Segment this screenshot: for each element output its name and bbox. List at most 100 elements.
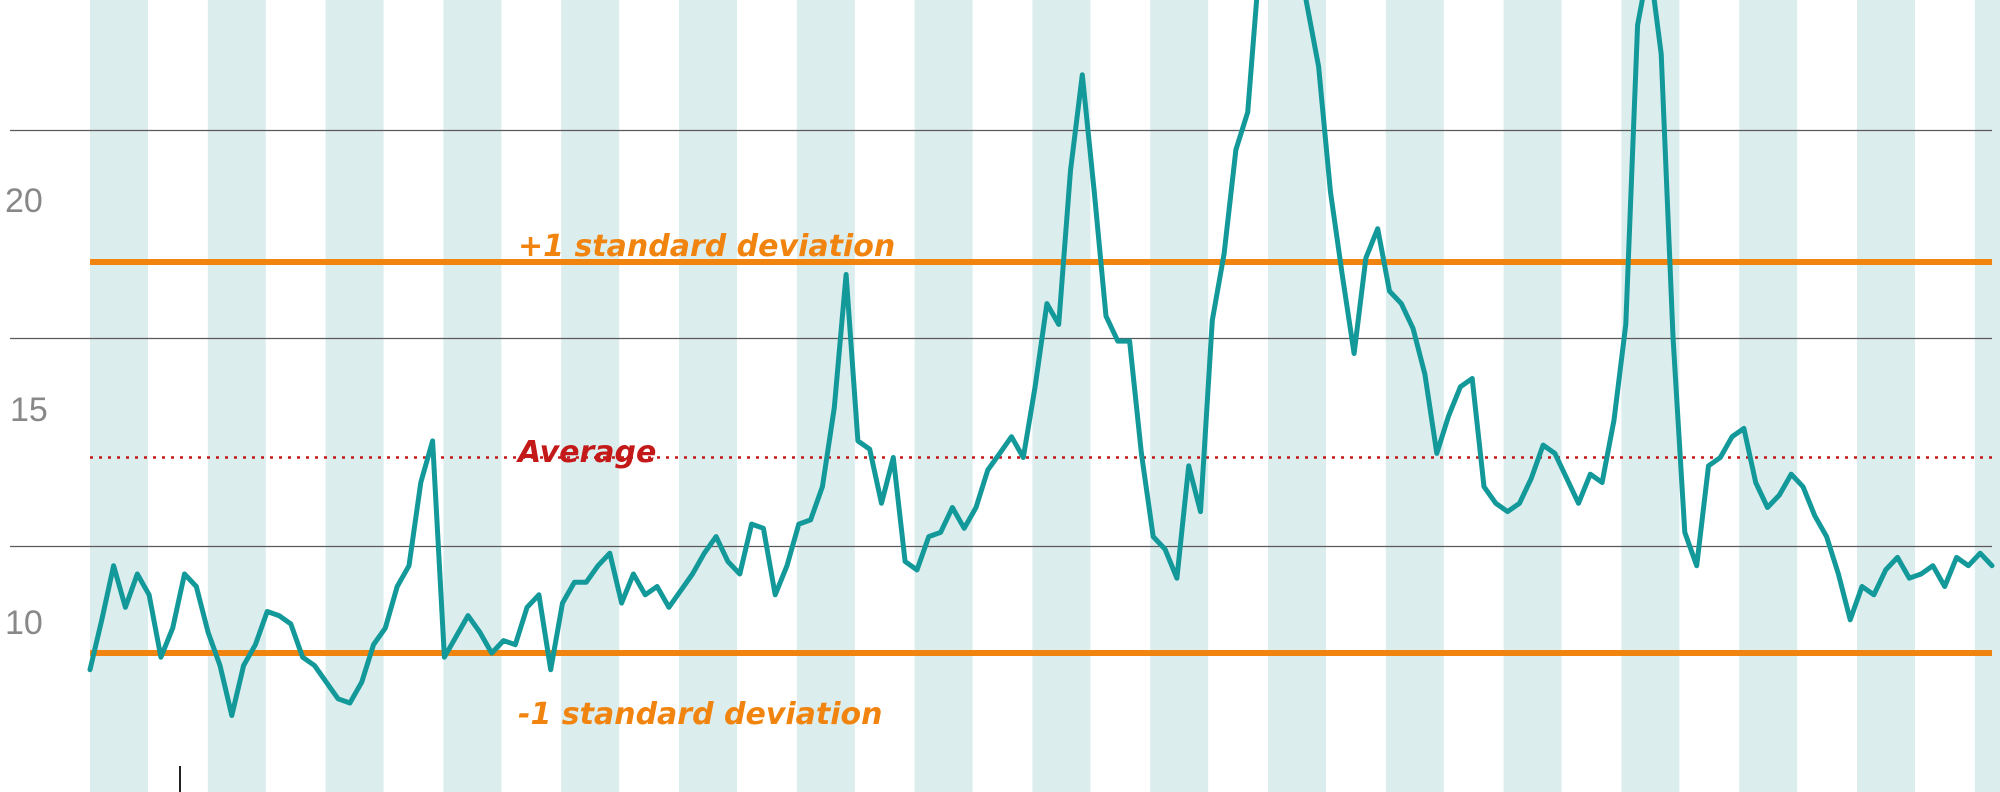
data-point xyxy=(229,713,234,718)
data-point xyxy=(1009,434,1014,439)
data-point xyxy=(430,438,435,444)
background-band xyxy=(1739,0,1798,792)
data-point xyxy=(796,521,801,527)
data-point xyxy=(1021,455,1026,460)
y-tick-label: 15 xyxy=(10,391,48,429)
data-point xyxy=(808,517,813,523)
data-point xyxy=(465,613,471,618)
data-point xyxy=(1552,451,1558,456)
data-point xyxy=(1080,72,1085,78)
data-point xyxy=(1470,376,1475,381)
data-point xyxy=(1694,563,1699,568)
data-point xyxy=(1304,1,1310,7)
data-point xyxy=(194,584,199,589)
data-point xyxy=(584,580,589,585)
data-point xyxy=(1328,189,1333,194)
data-point xyxy=(1127,338,1132,344)
data-point xyxy=(749,521,754,527)
data-point xyxy=(123,605,128,610)
data-point xyxy=(1493,501,1499,506)
data-point xyxy=(1458,384,1463,389)
data-point xyxy=(702,551,707,556)
data-point xyxy=(253,642,258,647)
data-point xyxy=(560,600,565,606)
data-point xyxy=(1966,563,1971,568)
minus-one-stdev-label: -1 standard deviation xyxy=(518,697,883,732)
data-point xyxy=(1387,288,1392,294)
data-point xyxy=(1812,513,1818,518)
data-point xyxy=(217,663,223,668)
data-point xyxy=(288,621,293,627)
data-point xyxy=(1446,413,1451,419)
data-point xyxy=(1162,546,1168,552)
data-point xyxy=(1848,617,1853,622)
data-point xyxy=(1599,480,1605,485)
data-point xyxy=(276,613,282,618)
data-point xyxy=(879,501,884,506)
data-point xyxy=(1789,472,1794,477)
data-point xyxy=(347,700,353,706)
background-band xyxy=(914,0,973,792)
data-point xyxy=(1942,584,1947,589)
background-band xyxy=(1385,0,1444,792)
data-point xyxy=(737,571,742,577)
data-point xyxy=(1115,338,1121,344)
data-point xyxy=(962,526,967,531)
data-point xyxy=(914,567,920,573)
data-point xyxy=(926,534,931,539)
data-point xyxy=(761,526,766,531)
data-point xyxy=(678,588,683,593)
data-point xyxy=(1611,417,1617,423)
data-point xyxy=(855,438,861,444)
data-point xyxy=(87,667,93,672)
data-point xyxy=(1978,551,1983,556)
data-point xyxy=(359,680,364,685)
data-point xyxy=(690,571,695,577)
data-point xyxy=(1729,434,1735,439)
data-point xyxy=(867,447,872,452)
background-band xyxy=(1032,0,1091,792)
data-point xyxy=(1399,301,1404,306)
background-band xyxy=(1621,0,1680,792)
series-line xyxy=(87,0,1995,718)
data-point xyxy=(1824,534,1829,539)
background-band xyxy=(1857,0,1915,792)
background-band xyxy=(207,0,266,792)
data-point xyxy=(324,680,329,685)
y-axis-ticks: 10 15 20 xyxy=(5,182,48,642)
data-point xyxy=(158,655,164,660)
y-tick-label: 20 xyxy=(5,182,43,220)
data-point xyxy=(1092,189,1097,194)
data-point xyxy=(1363,255,1369,261)
data-point xyxy=(820,484,825,489)
data-point xyxy=(501,638,506,643)
data-point xyxy=(1540,442,1546,448)
data-point xyxy=(1151,534,1156,539)
data-point xyxy=(666,605,672,610)
data-point xyxy=(1765,505,1770,510)
data-point xyxy=(513,642,518,647)
data-point xyxy=(383,625,388,631)
data-point xyxy=(1753,480,1758,485)
data-point xyxy=(300,655,305,660)
data-point xyxy=(442,655,447,660)
data-point xyxy=(406,563,412,568)
data-point xyxy=(1741,426,1747,431)
reference-lines xyxy=(90,259,1992,657)
data-point xyxy=(1883,567,1888,573)
data-point xyxy=(654,584,660,589)
data-point xyxy=(1682,530,1688,535)
data-point xyxy=(1517,501,1522,506)
data-point xyxy=(1670,334,1676,340)
data-point xyxy=(205,630,211,635)
data-point xyxy=(1245,110,1250,115)
data-point xyxy=(572,580,577,585)
background-band xyxy=(443,0,502,792)
gridlines xyxy=(10,129,1992,548)
data-point xyxy=(1139,451,1144,456)
data-point xyxy=(1871,592,1877,597)
data-point xyxy=(1410,326,1416,331)
data-point xyxy=(631,571,636,577)
data-point xyxy=(1529,476,1534,481)
data-point xyxy=(111,563,116,568)
